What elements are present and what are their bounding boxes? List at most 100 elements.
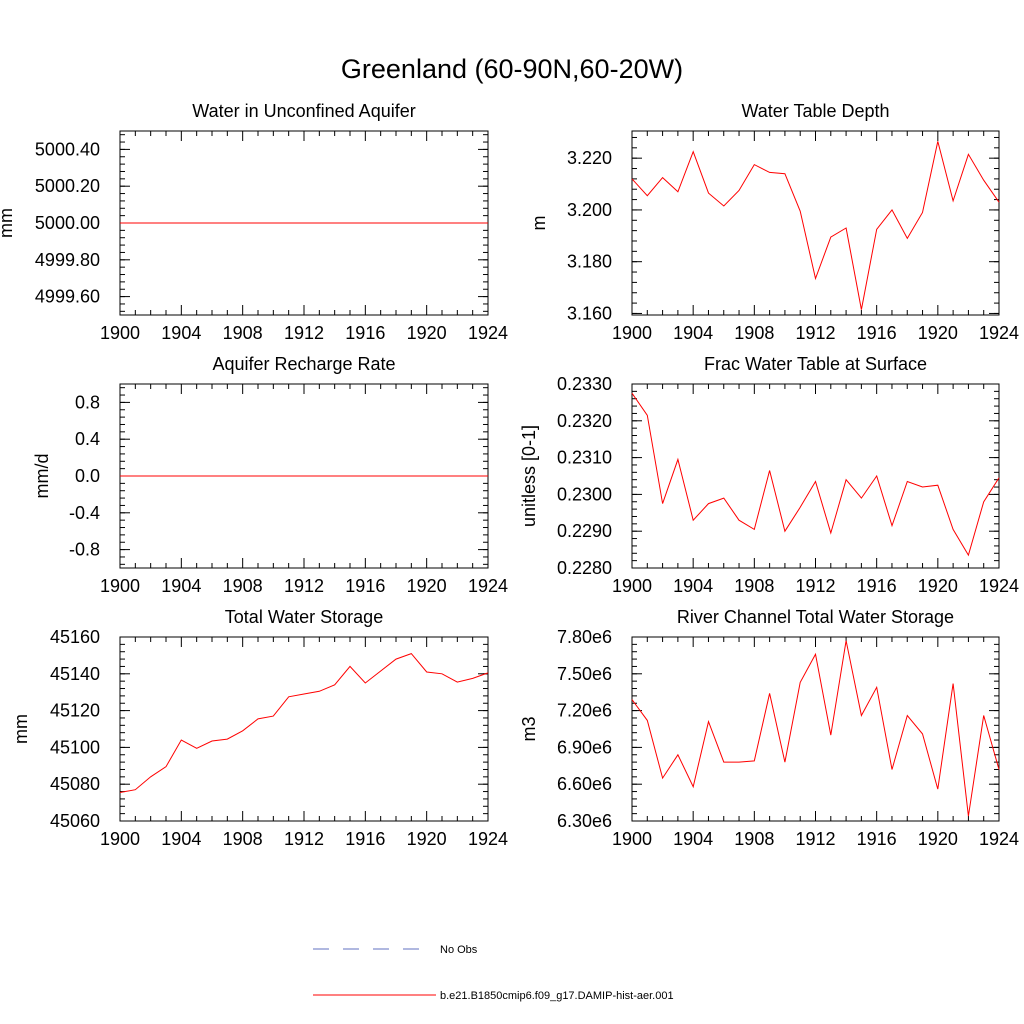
- y-tick-label: 3.220: [567, 148, 612, 168]
- y-tick-label: 45060: [50, 811, 100, 831]
- plot-frame: [631, 383, 1000, 569]
- x-tick-label: 1900: [100, 576, 140, 596]
- y-tick-label: 0.2280: [557, 558, 612, 578]
- y-tick-label: 3.180: [567, 252, 612, 272]
- x-tick-label: 1908: [223, 576, 263, 596]
- x-tick-label: 1908: [223, 323, 263, 343]
- x-tick-label: 1904: [161, 829, 201, 849]
- plot-frame: [119, 636, 489, 822]
- x-tick-label: 1912: [284, 576, 324, 596]
- panel-title: Frac Water Table at Surface: [704, 354, 927, 374]
- x-tick-label: 1900: [612, 576, 652, 596]
- y-axis-label: m: [529, 216, 549, 231]
- x-tick-label: 1912: [795, 576, 835, 596]
- x-tick-label: 1900: [100, 829, 140, 849]
- panel-title: Total Water Storage: [225, 607, 383, 627]
- x-tick-label: 1912: [795, 829, 835, 849]
- x-tick-label: 1900: [612, 323, 652, 343]
- x-tick-label: 1924: [979, 323, 1019, 343]
- x-tick-label: 1920: [918, 323, 958, 343]
- x-tick-label: 1904: [673, 323, 713, 343]
- y-tick-label: 6.60e6: [557, 774, 612, 794]
- y-tick-label: 3.160: [567, 303, 612, 323]
- chart-panel-4: Frac Water Table at Surface unitless [0-1…: [519, 354, 1019, 596]
- y-axis-label: mm: [11, 714, 31, 744]
- x-tick-label: 1908: [734, 576, 774, 596]
- y-tick-label: 45160: [50, 627, 100, 647]
- x-tick-label: 1924: [468, 323, 508, 343]
- y-tick-label: 0.2320: [557, 411, 612, 431]
- y-tick-label: 45100: [50, 737, 100, 757]
- y-tick-label: 5000.00: [35, 213, 100, 233]
- x-tick-label: 1920: [918, 829, 958, 849]
- y-tick-label: 45120: [50, 701, 100, 721]
- x-tick-label: 1924: [979, 576, 1019, 596]
- x-tick-label: 1908: [223, 829, 263, 849]
- x-tick-label: 1908: [734, 829, 774, 849]
- x-tick-label: 1900: [100, 323, 140, 343]
- x-tick-label: 1920: [407, 829, 447, 849]
- chart-panel-2: Water Table Depth m 1900 1904 1908 1912 1916 19…: [529, 101, 1019, 343]
- x-tick-label: 1916: [345, 323, 385, 343]
- y-tick-label: 0.2310: [557, 448, 612, 468]
- y-axis-label: m3: [519, 716, 539, 741]
- y-tick-label: 0.4: [75, 429, 100, 449]
- x-tick-label: 1904: [673, 576, 713, 596]
- y-tick-label: -0.8: [69, 540, 100, 560]
- legend-label-model: b.e21.B1850cmip6.f09_g17.DAMIP-hist-aer.…: [440, 990, 674, 1002]
- series-line: [631, 640, 1000, 817]
- x-tick-label: 1916: [857, 576, 897, 596]
- x-tick-label: 1904: [673, 829, 713, 849]
- x-tick-label: 1912: [795, 323, 835, 343]
- y-tick-label: 7.80e6: [557, 627, 612, 647]
- y-tick-label: 7.20e6: [557, 701, 612, 721]
- x-tick-label: 1916: [857, 829, 897, 849]
- x-tick-label: 1912: [284, 829, 324, 849]
- y-tick-label: 4999.60: [35, 287, 100, 307]
- x-tick-label: 1920: [918, 576, 958, 596]
- x-tick-label: 1904: [161, 576, 201, 596]
- x-tick-label: 1904: [161, 323, 201, 343]
- y-tick-label: 5000.20: [35, 176, 100, 196]
- y-tick-label: 0.0: [75, 466, 100, 486]
- y-tick-label: 3.200: [567, 200, 612, 220]
- chart-panel-1: Water in Unconfined Aquifer mm 1900 1904 190…: [0, 101, 508, 343]
- x-tick-label: 1916: [345, 829, 385, 849]
- series-line: [119, 653, 489, 793]
- y-tick-label: 0.2330: [557, 374, 612, 394]
- y-tick-label: -0.4: [69, 503, 100, 523]
- figure-title: Greenland (60-90N,60-20W): [340, 54, 684, 84]
- x-tick-label: 1924: [468, 829, 508, 849]
- y-axis-label: unitless [0-1]: [519, 425, 539, 527]
- y-tick-label: 7.50e6: [557, 664, 612, 684]
- y-tick-label: 5000.40: [35, 139, 100, 159]
- legend: No Obs b.e21.B1850cmip6.f09_g17.DAMIP-his…: [313, 944, 674, 1002]
- x-tick-label: 1920: [407, 576, 447, 596]
- x-tick-label: 1916: [345, 576, 385, 596]
- plot-frame: [631, 636, 1000, 822]
- x-tick-label: 1924: [979, 829, 1019, 849]
- y-tick-label: 6.30e6: [557, 811, 612, 831]
- x-tick-label: 1920: [407, 323, 447, 343]
- series-line: [631, 392, 1000, 557]
- legend-label-no-obs: No Obs: [440, 944, 478, 956]
- plot-frame: [631, 130, 1000, 316]
- panel-title: Water in Unconfined Aquifer: [192, 101, 415, 121]
- chart-panel-3: Aquifer Recharge Rate mm/d 1900 1904 1908 191…: [32, 354, 508, 596]
- y-tick-label: 45080: [50, 774, 100, 794]
- y-tick-label: 6.90e6: [557, 737, 612, 757]
- y-axis-label: mm: [0, 208, 16, 238]
- y-tick-label: 45140: [50, 664, 100, 684]
- y-tick-label: 4999.80: [35, 250, 100, 270]
- y-tick-label: 0.8: [75, 392, 100, 412]
- chart-panel-6: River Channel Total Water Storage m3 1900 1…: [519, 607, 1019, 849]
- x-tick-label: 1908: [734, 323, 774, 343]
- x-tick-label: 1924: [468, 576, 508, 596]
- x-tick-label: 1900: [612, 829, 652, 849]
- series-line: [631, 141, 1000, 310]
- panel-title: River Channel Total Water Storage: [677, 607, 954, 627]
- x-tick-label: 1912: [284, 323, 324, 343]
- y-tick-label: 0.2290: [557, 521, 612, 541]
